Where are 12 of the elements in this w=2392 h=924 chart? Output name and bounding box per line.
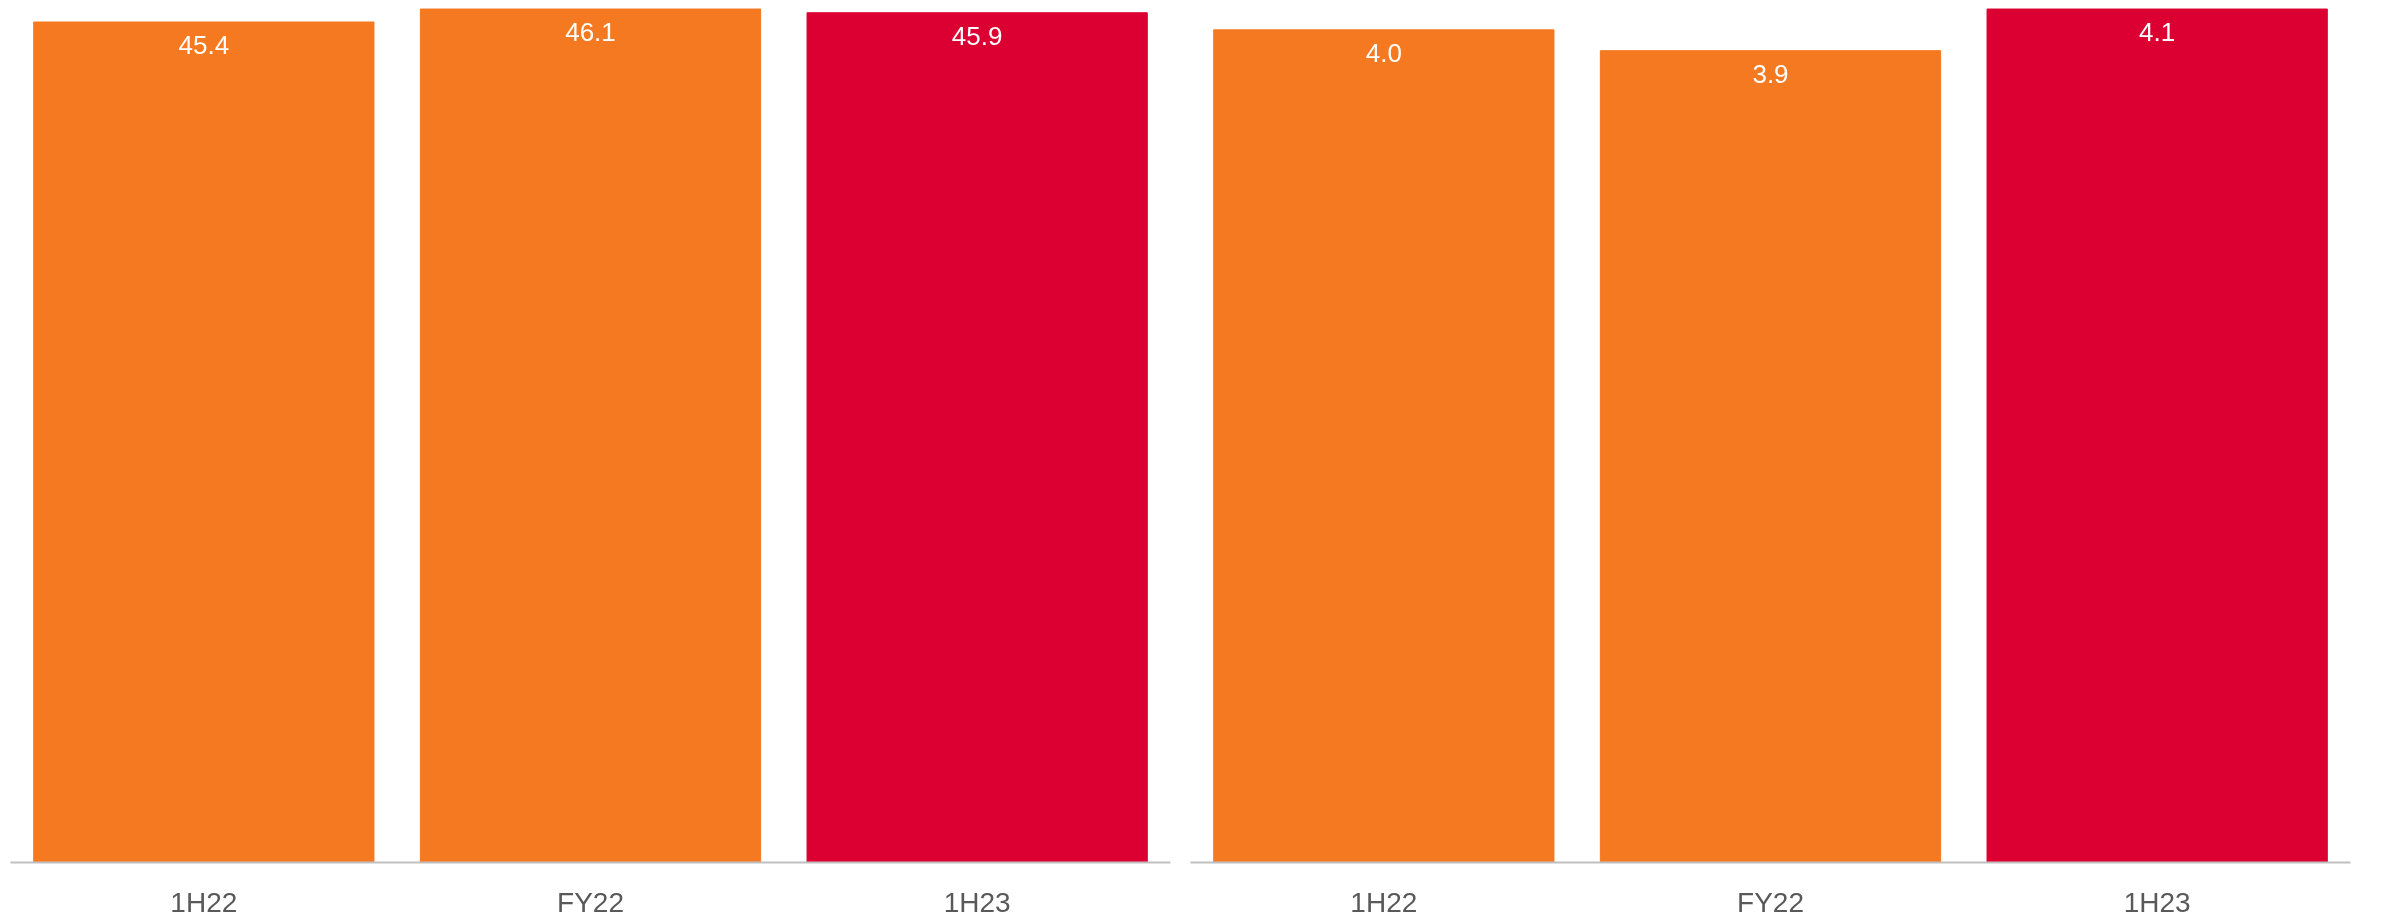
x-tick-label: 1H22 <box>1350 886 1418 918</box>
x-tick-label: 1H23 <box>943 886 1011 918</box>
data-label: 4.0 <box>1365 37 1402 68</box>
data-label: 45.4 <box>178 29 230 60</box>
data-label: 46.1 <box>565 17 616 48</box>
data-label: 4.1 <box>2139 17 2176 48</box>
x-tick-label: FY22 <box>1737 886 1804 918</box>
x-tick-label: 1H23 <box>2123 886 2191 918</box>
x-tick-label: 1H22 <box>170 886 238 918</box>
x-tick-label: FY22 <box>557 886 624 918</box>
data-label: 3.9 <box>1752 58 1789 89</box>
data-label: 45.9 <box>951 20 1003 51</box>
